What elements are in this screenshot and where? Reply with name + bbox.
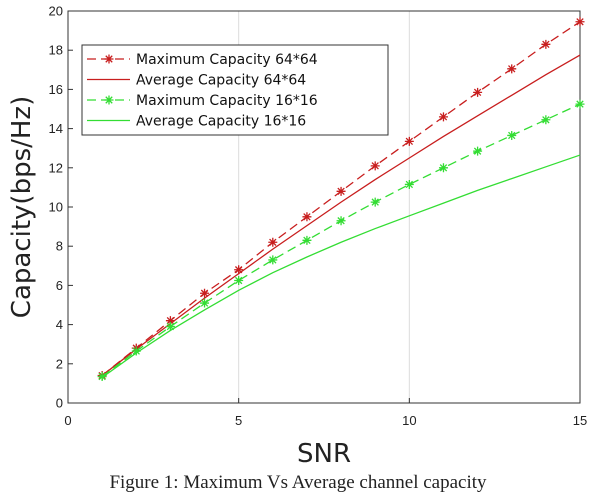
data-point [404, 179, 414, 189]
y-tick-label: 16 [49, 82, 63, 97]
y-tick-label: 14 [49, 121, 63, 136]
y-tick-label: 4 [56, 317, 63, 332]
legend-item: Average Capacity 64*64 [87, 73, 306, 89]
legend-marker [104, 54, 114, 64]
series-2 [101, 54, 581, 377]
data-point [234, 265, 244, 275]
y-tick-label: 12 [49, 160, 63, 175]
data-point [97, 372, 107, 382]
data-point [370, 197, 380, 207]
y-axis-label: Capacity(bps/Hz) [7, 96, 37, 318]
legend-label: Maximum Capacity 16*16 [136, 93, 318, 109]
data-point [404, 136, 414, 146]
data-point [541, 39, 551, 49]
data-point [575, 99, 585, 109]
data-point [473, 87, 483, 97]
capacity-chart: 0 5 10 15 0 2 4 6 8 10 12 14 16 18 20 SNR Capacity(bps… [7, 4, 588, 470]
legend: Maximum Capacity 64*64 Average Capacity 6… [81, 44, 389, 136]
series-layer [97, 17, 585, 382]
series-4 [101, 154, 581, 379]
series-3 [97, 99, 585, 382]
series-line [101, 103, 581, 378]
data-point [438, 112, 448, 122]
data-point [302, 235, 312, 245]
y-tick-label: 20 [49, 4, 63, 19]
data-point [370, 161, 380, 171]
y-tick-label: 8 [56, 239, 63, 254]
legend-label: Average Capacity 16*16 [136, 114, 306, 130]
data-point [507, 130, 517, 140]
data-point [200, 298, 210, 308]
legend-label: Maximum Capacity 64*64 [136, 52, 318, 68]
data-point [336, 186, 346, 196]
y-tick-label: 6 [56, 278, 63, 293]
data-point [200, 288, 210, 298]
y-tick-label: 2 [56, 356, 63, 371]
data-point [473, 146, 483, 156]
y-tick-label: 10 [49, 200, 63, 215]
data-point [336, 216, 346, 226]
data-point [131, 346, 141, 356]
data-point [302, 212, 312, 222]
legend-marker [104, 95, 114, 105]
legend-item: Average Capacity 16*16 [87, 114, 306, 130]
x-tick-label: 0 [64, 413, 71, 428]
data-point [234, 276, 244, 285]
data-point [165, 316, 175, 326]
legend-box [81, 44, 389, 136]
data-point [438, 163, 448, 173]
data-point [268, 237, 278, 247]
x-tick-label: 15 [573, 413, 587, 428]
data-point [165, 322, 175, 332]
data-point [507, 64, 517, 74]
x-tick-label: 5 [235, 413, 242, 428]
legend-item: Maximum Capacity 16*16 [87, 93, 318, 109]
data-point [575, 17, 585, 27]
figure-caption: Figure 1: Maximum Vs Average channel cap… [109, 472, 487, 493]
data-point [268, 255, 278, 265]
x-axis-label: SNR [297, 439, 351, 469]
y-tick-label: 18 [49, 43, 63, 58]
series-1 [97, 17, 585, 381]
y-tick-label: 0 [56, 396, 63, 411]
series-line [101, 54, 581, 377]
tick-layer: 0 5 10 15 0 2 4 6 8 10 12 14 16 18 20 [49, 4, 588, 429]
legend-item: Maximum Capacity 64*64 [87, 52, 318, 68]
series-line [101, 154, 581, 379]
x-tick-label: 10 [402, 413, 416, 428]
legend-label: Average Capacity 64*64 [136, 73, 306, 89]
data-point [541, 115, 551, 125]
